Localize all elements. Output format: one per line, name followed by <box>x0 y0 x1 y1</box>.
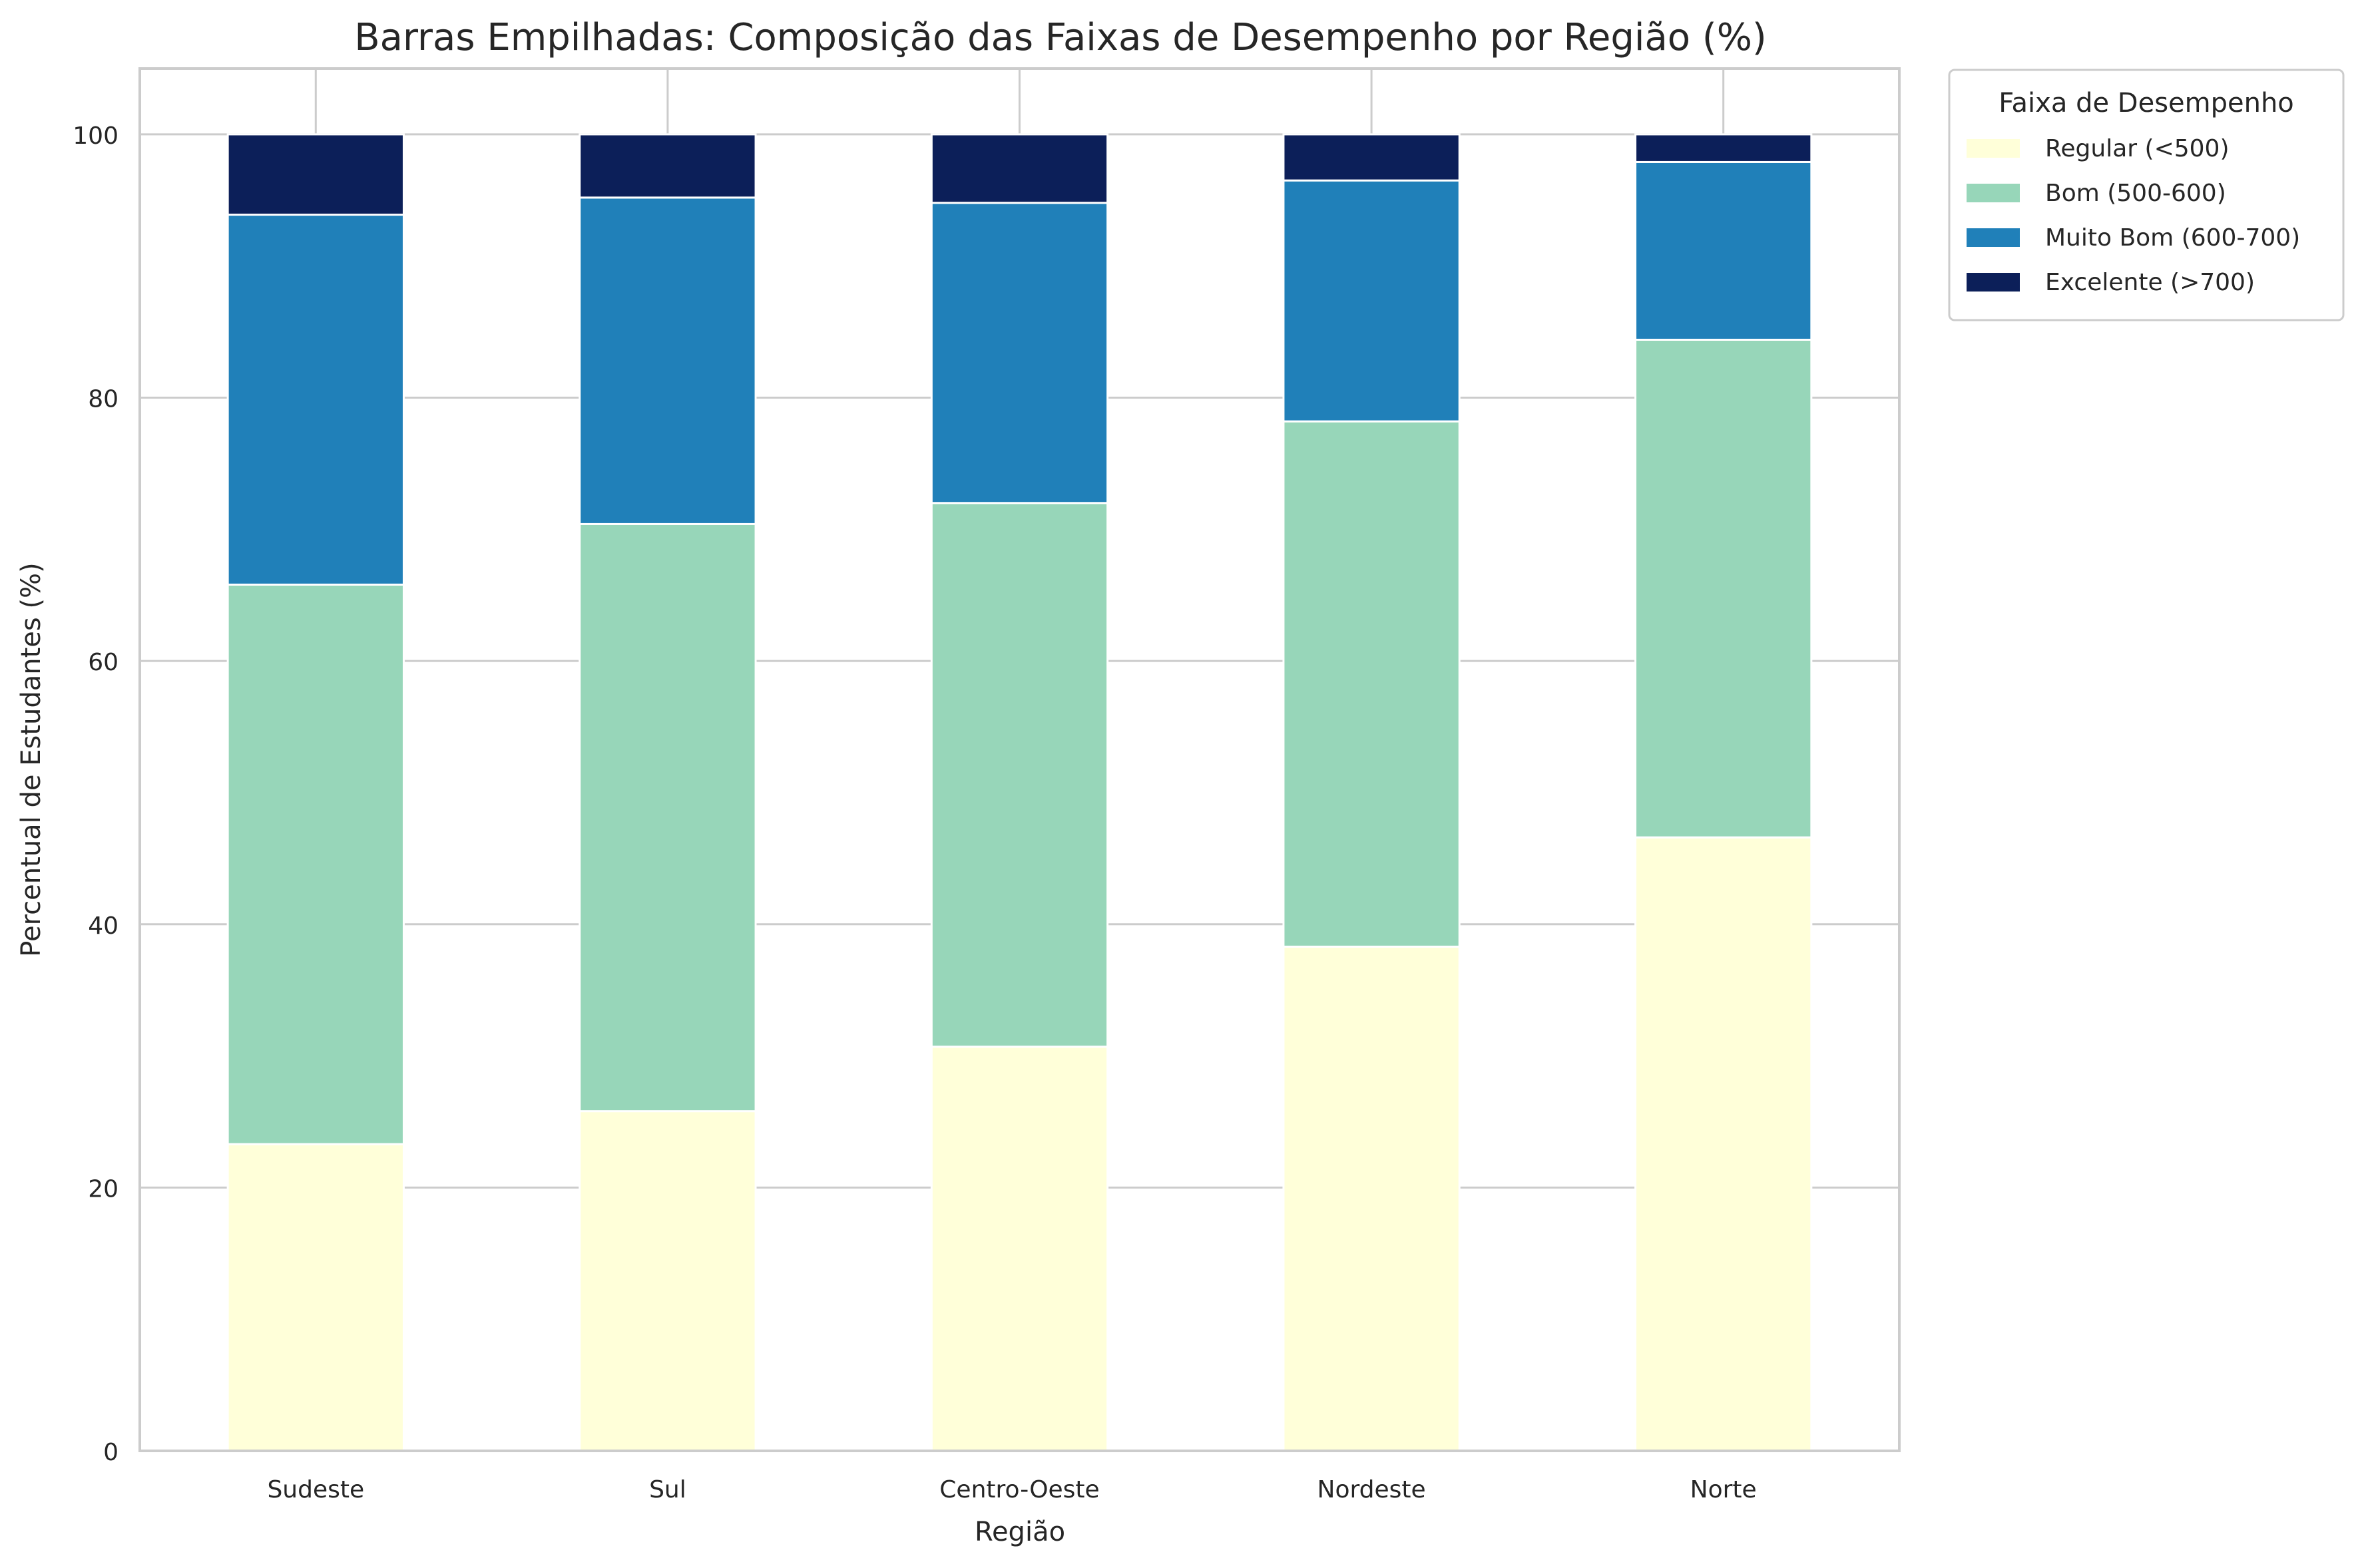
bar-segment <box>930 202 1109 504</box>
bar-segment <box>226 583 405 1145</box>
legend-swatch <box>1967 184 2020 202</box>
bar-segment <box>226 1143 405 1452</box>
legend-label: Regular (<500) <box>2045 135 2230 162</box>
bar-segment <box>579 1110 757 1452</box>
bar-segment <box>1634 836 1813 1452</box>
bar-segment <box>1282 945 1461 1452</box>
legend-swatch <box>1967 139 2020 158</box>
y-tick-label: 100 <box>73 122 118 150</box>
bar-segment <box>930 502 1109 1048</box>
legend-items: Regular (<500) Bom (500-600) Muito Bom (60… <box>1967 135 2300 296</box>
legend-title: Faixa de Desempenho <box>1999 88 2294 118</box>
bar-segment <box>579 522 757 1113</box>
chart-title: Barras Empilhadas: Composição das Faixas… <box>354 16 1767 59</box>
y-tick-label: 40 <box>88 912 118 940</box>
x-tick-label: Sul <box>649 1476 686 1503</box>
x-axis-label: Região <box>975 1517 1065 1547</box>
y-tick-label: 80 <box>88 386 118 413</box>
bar-segment <box>930 1046 1109 1452</box>
bar-segment <box>579 133 757 199</box>
y-axis-label: Percentual de Estudantes (%) <box>16 562 47 956</box>
bar-segment <box>1282 420 1461 948</box>
y-axis-ticks: 0 20 40 60 80 100 <box>73 122 118 1466</box>
y-tick-label: 20 <box>88 1175 118 1203</box>
y-tick-label: 0 <box>103 1439 118 1466</box>
bar-segment <box>1634 338 1813 839</box>
legend-box <box>1948 69 2345 321</box>
bar-segment <box>226 214 405 586</box>
bar-segment <box>1634 133 1813 163</box>
legend-label: Bom (500-600) <box>2045 180 2226 207</box>
bar-segment <box>1634 160 1813 341</box>
bar-segment <box>226 133 405 216</box>
y-tick-label: 60 <box>88 649 118 676</box>
legend: Faixa de Desempenho Regular (<500) Bom (5… <box>1948 69 2345 321</box>
x-tick-label: Centro-Oeste <box>939 1476 1099 1503</box>
bar-segment <box>930 133 1109 204</box>
x-axis-ticks: Sudeste Sul Centro-Oeste Nordeste Norte <box>267 1476 1756 1503</box>
bar-segment <box>579 196 757 525</box>
bar-segment <box>1282 179 1461 423</box>
bars <box>226 133 1813 1452</box>
x-tick-label: Nordeste <box>1317 1476 1426 1503</box>
legend-swatch <box>1967 228 2020 247</box>
plot-frame <box>138 67 1901 1452</box>
legend-label: Muito Bom (600-700) <box>2045 224 2300 252</box>
legend-label: Excelente (>700) <box>2045 269 2255 296</box>
bar-segment <box>1282 133 1461 182</box>
x-tick-label: Sudeste <box>267 1476 364 1503</box>
x-tick-label: Norte <box>1690 1476 1757 1503</box>
legend-swatch <box>1967 273 2020 292</box>
